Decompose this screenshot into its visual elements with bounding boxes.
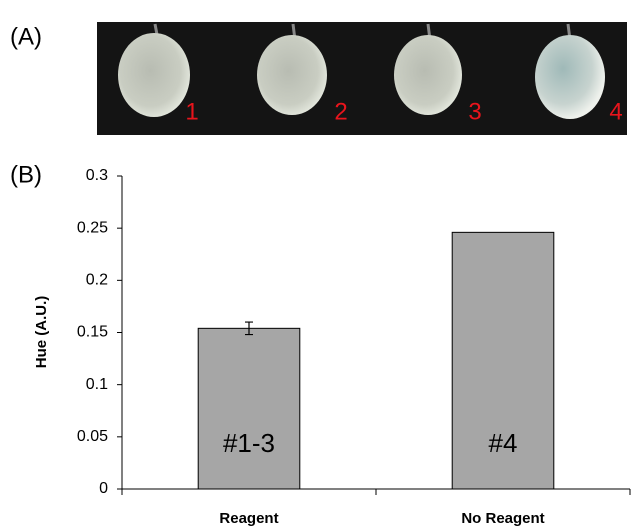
y-tick-label: 0.05 <box>77 428 108 445</box>
y-tick-label: 0.15 <box>77 324 108 341</box>
photo-label: 2 <box>334 98 347 125</box>
photo-label: 4 <box>609 98 622 125</box>
x-tick-label: Reagent <box>219 510 278 527</box>
disk <box>394 35 462 115</box>
y-tick-label: 0.3 <box>86 167 108 184</box>
photo: 1 2 3 4 <box>97 22 627 135</box>
y-tick-label: 0.2 <box>86 272 108 289</box>
bar <box>198 328 300 489</box>
disk <box>118 33 190 117</box>
photo-label: 1 <box>185 98 198 125</box>
y-axis-label: Hue (A.U.) <box>33 296 50 369</box>
panel-label: (A) <box>10 23 42 50</box>
photo-label: 3 <box>468 98 481 125</box>
panel-label: (B) <box>10 161 42 188</box>
x-tick-label: No Reagent <box>461 510 544 527</box>
y-tick-label: 0 <box>99 480 108 497</box>
disk <box>535 35 605 119</box>
y-tick-label: 0.1 <box>86 376 108 393</box>
disk <box>257 35 327 115</box>
bar-label: #4 <box>489 428 518 458</box>
plot: 0 0.05 0.1 0.15 0.2 0.25 0.3 Reagent #1-3 No Reag… <box>77 167 630 527</box>
bar-label: #1-3 <box>223 428 275 458</box>
figure: (A) (B) 1 2 3 4 Hue (A.U.) 00.050.10.150… <box>0 0 634 529</box>
y-tick-label: 0.25 <box>77 219 108 236</box>
